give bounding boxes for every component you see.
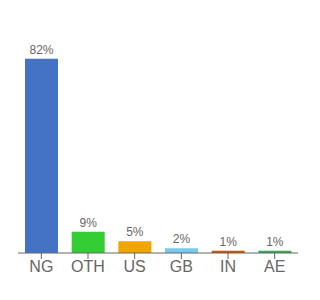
svg-text:NG: NG [29,258,53,275]
svg-text:GB: GB [170,258,193,275]
svg-text:IN: IN [220,258,236,275]
svg-text:5%: 5% [126,225,144,239]
svg-text:9%: 9% [79,216,97,230]
svg-text:1%: 1% [266,235,284,249]
svg-text:2%: 2% [173,232,191,246]
svg-text:1%: 1% [219,235,237,249]
svg-text:82%: 82% [29,43,53,57]
svg-text:OTH: OTH [71,258,105,275]
svg-text:AE: AE [264,258,285,275]
svg-text:US: US [124,258,146,275]
